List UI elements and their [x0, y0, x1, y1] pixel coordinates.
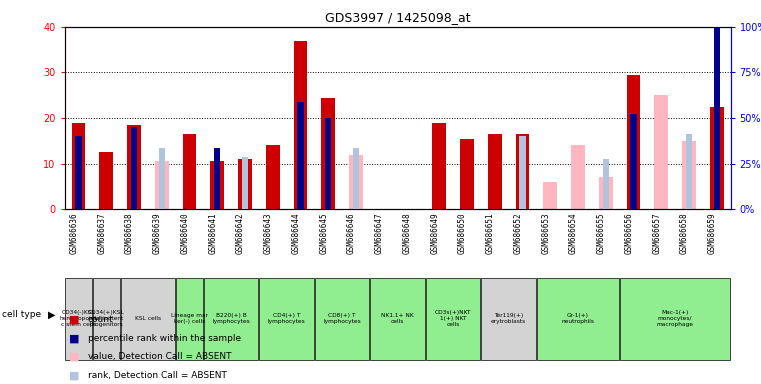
Text: Mac-1(+)
monocytes/
macrophage: Mac-1(+) monocytes/ macrophage [657, 310, 693, 327]
Text: ■: ■ [68, 352, 79, 362]
Bar [127, 125, 141, 209]
Text: GSM686639: GSM686639 [153, 212, 162, 254]
Bar [349, 155, 363, 209]
Text: Ter119(+)
erytroblasts: Ter119(+) erytroblasts [491, 313, 526, 324]
Bar [321, 98, 335, 209]
Text: GSM686650: GSM686650 [458, 212, 467, 254]
Bar [154, 161, 169, 209]
Text: CD8(+) T
lymphocytes: CD8(+) T lymphocytes [323, 313, 361, 324]
Bar [294, 41, 307, 209]
Bar [710, 107, 724, 209]
Bar [100, 152, 113, 209]
Text: CD3s(+)NKT
1(+) NKT
cells: CD3s(+)NKT 1(+) NKT cells [435, 310, 471, 327]
Bar [515, 134, 530, 209]
Bar [183, 134, 196, 209]
Text: GDS3997 / 1425098_at: GDS3997 / 1425098_at [325, 12, 470, 25]
Bar [177, 278, 203, 360]
Bar [460, 139, 474, 209]
Text: count: count [88, 315, 113, 324]
Bar [260, 278, 314, 360]
Bar [353, 148, 359, 209]
Text: GSM686644: GSM686644 [291, 212, 301, 254]
Bar [93, 278, 119, 360]
Bar [714, 0, 720, 209]
Bar [315, 278, 369, 360]
Bar [371, 278, 425, 360]
Bar [131, 127, 137, 209]
Bar [238, 168, 252, 209]
Bar [630, 114, 636, 209]
Text: percentile rank within the sample: percentile rank within the sample [88, 334, 240, 343]
Bar [543, 182, 557, 209]
Bar [75, 136, 81, 209]
Bar [266, 146, 280, 209]
Text: GSM686653: GSM686653 [541, 212, 550, 254]
Text: GSM686656: GSM686656 [625, 212, 633, 254]
Bar [460, 148, 474, 209]
Bar [488, 134, 501, 209]
Text: GSM686649: GSM686649 [430, 212, 439, 254]
Bar [603, 159, 609, 209]
Text: GSM686651: GSM686651 [486, 212, 495, 254]
Bar [72, 122, 85, 209]
Text: GSM686655: GSM686655 [597, 212, 606, 254]
Text: NK1.1+ NK
cells: NK1.1+ NK cells [381, 313, 414, 324]
Text: ■: ■ [68, 315, 79, 325]
Text: cell type: cell type [2, 310, 40, 319]
Text: GSM686658: GSM686658 [680, 212, 689, 254]
Text: GSM686641: GSM686641 [209, 212, 218, 254]
Text: GSM686642: GSM686642 [236, 212, 245, 254]
Bar [298, 102, 304, 209]
Bar [519, 136, 526, 209]
Bar [159, 148, 165, 209]
Text: KSL cells: KSL cells [135, 316, 161, 321]
Bar [242, 157, 248, 209]
Text: GSM686657: GSM686657 [652, 212, 661, 254]
Text: CD34(-)KSL
hematopoiet
c stem cells: CD34(-)KSL hematopoiet c stem cells [60, 310, 97, 327]
Text: rank, Detection Call = ABSENT: rank, Detection Call = ABSENT [88, 371, 226, 380]
Bar [654, 95, 668, 209]
Text: GSM686643: GSM686643 [264, 212, 272, 254]
Text: Gr-1(+)
neutrophils: Gr-1(+) neutrophils [562, 313, 594, 324]
Bar [214, 148, 221, 209]
Text: GSM686652: GSM686652 [514, 212, 523, 254]
Text: CD4(+) T
lymphocytes: CD4(+) T lymphocytes [268, 313, 305, 324]
Bar [599, 177, 613, 209]
Text: GSM686640: GSM686640 [180, 212, 189, 254]
Bar [238, 159, 252, 209]
Text: GSM686645: GSM686645 [320, 212, 328, 254]
Bar [537, 278, 619, 360]
Bar [432, 122, 446, 209]
Bar [620, 278, 730, 360]
Text: ■: ■ [68, 333, 79, 343]
Text: GSM686646: GSM686646 [347, 212, 356, 254]
Text: GSM686636: GSM686636 [69, 212, 78, 254]
Bar [204, 278, 258, 360]
Text: CD34(+)KSL
multipotent
progenitors: CD34(+)KSL multipotent progenitors [88, 310, 125, 327]
Bar [571, 146, 585, 209]
Bar [121, 278, 175, 360]
Text: value, Detection Call = ABSENT: value, Detection Call = ABSENT [88, 352, 231, 361]
Bar [682, 141, 696, 209]
Bar [325, 118, 331, 209]
Bar [482, 278, 536, 360]
Bar [266, 170, 280, 209]
Text: Lineage mar
ker(-) cells: Lineage mar ker(-) cells [171, 313, 208, 324]
Text: GSM686654: GSM686654 [569, 212, 578, 254]
Bar [626, 75, 641, 209]
Text: GSM686638: GSM686638 [125, 212, 134, 254]
Bar [686, 134, 692, 209]
Text: GSM686659: GSM686659 [708, 212, 717, 254]
Text: GSM686648: GSM686648 [403, 212, 412, 254]
Text: GSM686647: GSM686647 [374, 212, 384, 254]
Text: ▶: ▶ [48, 310, 56, 319]
Text: B220(+) B
lymphocytes: B220(+) B lymphocytes [212, 313, 250, 324]
Bar [426, 278, 480, 360]
Text: GSM686637: GSM686637 [97, 212, 107, 254]
Bar [65, 278, 92, 360]
Bar [210, 161, 224, 209]
Text: ■: ■ [68, 370, 79, 380]
